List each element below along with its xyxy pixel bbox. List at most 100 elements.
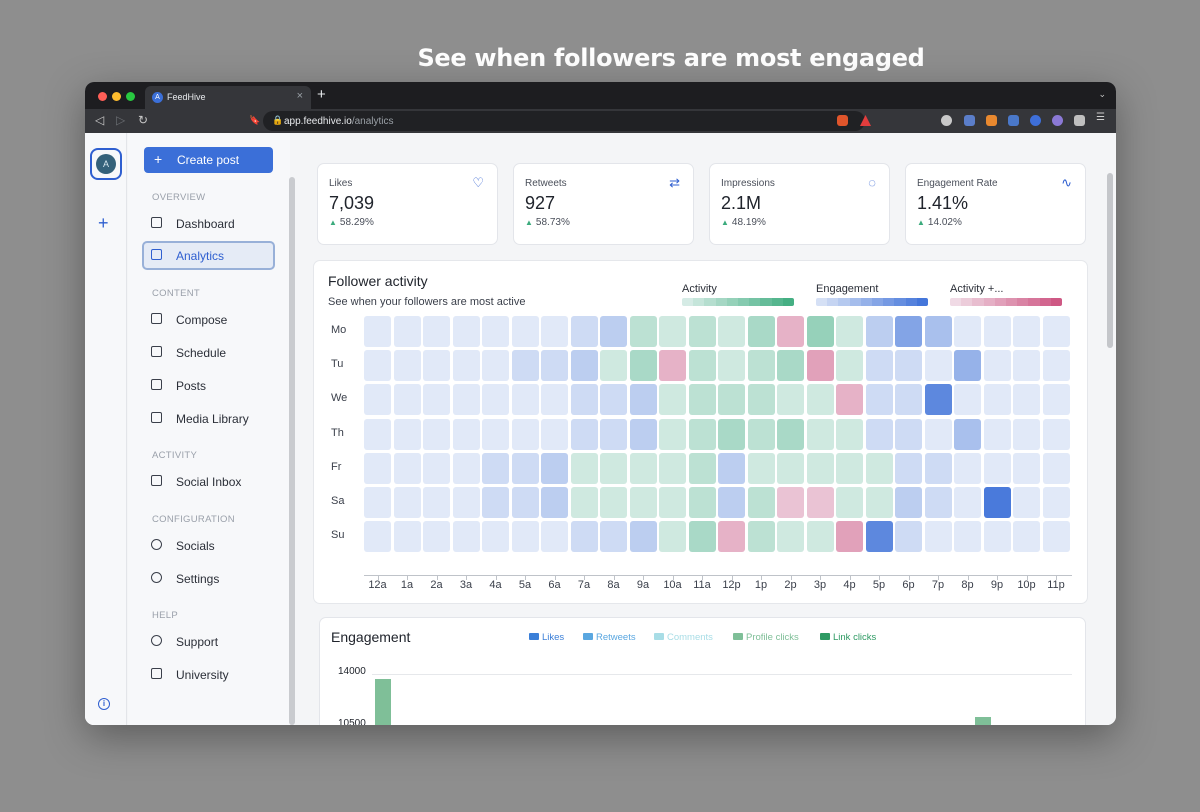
heatmap-cell[interactable] xyxy=(393,452,421,484)
heatmap-cell[interactable] xyxy=(600,350,627,382)
brave-shield-icon[interactable] xyxy=(837,115,848,126)
heatmap-cell[interactable] xyxy=(511,418,539,450)
heatmap-cell[interactable] xyxy=(364,487,391,518)
sidebar-item-media-library[interactable]: Media Library xyxy=(142,404,275,433)
heatmap-cell[interactable] xyxy=(541,521,568,553)
heatmap-cell[interactable] xyxy=(600,418,627,450)
heatmap-cell[interactable] xyxy=(1013,384,1040,416)
heatmap-cell[interactable] xyxy=(541,418,568,450)
heatmap-cell[interactable] xyxy=(629,316,657,347)
heatmap-cell[interactable] xyxy=(393,487,421,518)
heatmap-cell[interactable] xyxy=(836,350,863,382)
heatmap-cell[interactable] xyxy=(1013,350,1040,382)
heatmap-cell[interactable] xyxy=(895,350,922,382)
heatmap-cell[interactable] xyxy=(806,452,834,484)
heatmap-cell[interactable] xyxy=(688,418,716,450)
engagement-legend-item[interactable]: Retweets xyxy=(583,632,636,643)
heatmap-cell[interactable] xyxy=(954,350,981,382)
heatmap-cell[interactable] xyxy=(570,316,598,347)
heatmap-cell[interactable] xyxy=(865,384,893,416)
heatmap-cell[interactable] xyxy=(482,384,509,416)
puzzle-icon[interactable] xyxy=(1074,115,1085,126)
heatmap-cell[interactable] xyxy=(364,316,391,347)
tab-close-icon[interactable]: × xyxy=(296,90,303,102)
heatmap-cell[interactable] xyxy=(452,316,480,347)
engagement-bar[interactable] xyxy=(975,717,991,725)
heatmap-cell[interactable] xyxy=(688,316,716,347)
heatmap-cell[interactable] xyxy=(423,487,450,518)
heatmap-cell[interactable] xyxy=(364,521,391,553)
heatmap-cell[interactable] xyxy=(865,316,893,347)
heatmap-cell[interactable] xyxy=(688,521,716,553)
heatmap-cell[interactable] xyxy=(747,316,775,347)
heatmap-cell[interactable] xyxy=(511,521,539,553)
extension-4-icon[interactable] xyxy=(1052,115,1063,126)
heatmap-cell[interactable] xyxy=(659,521,686,553)
heatmap-cell[interactable] xyxy=(629,452,657,484)
heatmap-cell[interactable] xyxy=(924,384,952,416)
heatmap-cell[interactable] xyxy=(747,350,775,382)
heatmap-cell[interactable] xyxy=(511,350,539,382)
engagement-legend-item[interactable]: Comments xyxy=(654,632,713,643)
heatmap-cell[interactable] xyxy=(659,384,686,416)
heatmap-cell[interactable] xyxy=(983,384,1011,416)
heatmap-cell[interactable] xyxy=(423,521,450,553)
heatmap-cell[interactable] xyxy=(836,452,863,484)
heatmap-cell[interactable] xyxy=(718,521,745,553)
forward-icon[interactable]: ▷ xyxy=(116,113,126,127)
heatmap-cell[interactable] xyxy=(865,350,893,382)
bookmark-icon[interactable]: 🔖 xyxy=(249,115,261,125)
heatmap-cell[interactable] xyxy=(629,418,657,450)
heatmap-cell[interactable] xyxy=(924,452,952,484)
heatmap-cell[interactable] xyxy=(393,316,421,347)
info-icon[interactable]: i xyxy=(98,698,110,710)
sidebar-item-socials[interactable]: Socials xyxy=(142,531,275,560)
heatmap-cell[interactable] xyxy=(954,384,981,416)
reload-icon[interactable]: ↻ xyxy=(138,113,149,127)
heatmap-cell[interactable] xyxy=(600,316,627,347)
heatmap-cell[interactable] xyxy=(1042,384,1070,416)
heatmap-cell[interactable] xyxy=(364,384,391,416)
sidebar-item-dashboard[interactable]: Dashboard xyxy=(142,209,275,238)
heatmap-cell[interactable] xyxy=(777,316,804,347)
heatmap-cell[interactable] xyxy=(924,350,952,382)
heatmap-cell[interactable] xyxy=(541,350,568,382)
heatmap-cell[interactable] xyxy=(895,487,922,518)
heatmap-cell[interactable] xyxy=(954,487,981,518)
heatmap-cell[interactable] xyxy=(600,487,627,518)
heatmap-cell[interactable] xyxy=(777,487,804,518)
heatmap-cell[interactable] xyxy=(688,487,716,518)
heatmap-cell[interactable] xyxy=(482,521,509,553)
browser-tab[interactable]: A FeedHive × xyxy=(145,86,311,109)
heatmap-cell[interactable] xyxy=(924,418,952,450)
heatmap-cell[interactable] xyxy=(895,521,922,553)
back-icon[interactable]: ◁ xyxy=(95,113,105,127)
heatmap-cell[interactable] xyxy=(777,521,804,553)
sidebar-item-social-inbox[interactable]: Social Inbox xyxy=(142,467,275,496)
heatmap-cell[interactable] xyxy=(836,521,863,553)
heatmap-cell[interactable] xyxy=(482,316,509,347)
heatmap-cell[interactable] xyxy=(836,487,863,518)
address-bar[interactable]: 🔒 app.feedhive.io/analytics xyxy=(263,111,865,131)
heatmap-cell[interactable] xyxy=(718,384,745,416)
heatmap-cell[interactable] xyxy=(836,316,863,347)
heatmap-cell[interactable] xyxy=(983,487,1011,518)
heatmap-cell[interactable] xyxy=(1013,418,1040,450)
heatmap-cell[interactable] xyxy=(688,452,716,484)
heatmap-cell[interactable] xyxy=(659,316,686,347)
heatmap-cell[interactable] xyxy=(570,487,598,518)
heatmap-cell[interactable] xyxy=(777,418,804,450)
heatmap-cell[interactable] xyxy=(1013,521,1040,553)
heatmap-cell[interactable] xyxy=(541,384,568,416)
heatmap-cell[interactable] xyxy=(482,350,509,382)
heatmap-cell[interactable] xyxy=(718,418,745,450)
engagement-legend-item[interactable]: Link clicks xyxy=(820,632,876,643)
heatmap-cell[interactable] xyxy=(983,350,1011,382)
sidebar-scrollbar[interactable] xyxy=(289,177,295,725)
heatmap-cell[interactable] xyxy=(393,521,421,553)
heatmap-cell[interactable] xyxy=(659,350,686,382)
heatmap-cell[interactable] xyxy=(659,452,686,484)
heatmap-cell[interactable] xyxy=(629,521,657,553)
close-window-button[interactable] xyxy=(98,92,107,101)
heatmap-cell[interactable] xyxy=(482,487,509,518)
